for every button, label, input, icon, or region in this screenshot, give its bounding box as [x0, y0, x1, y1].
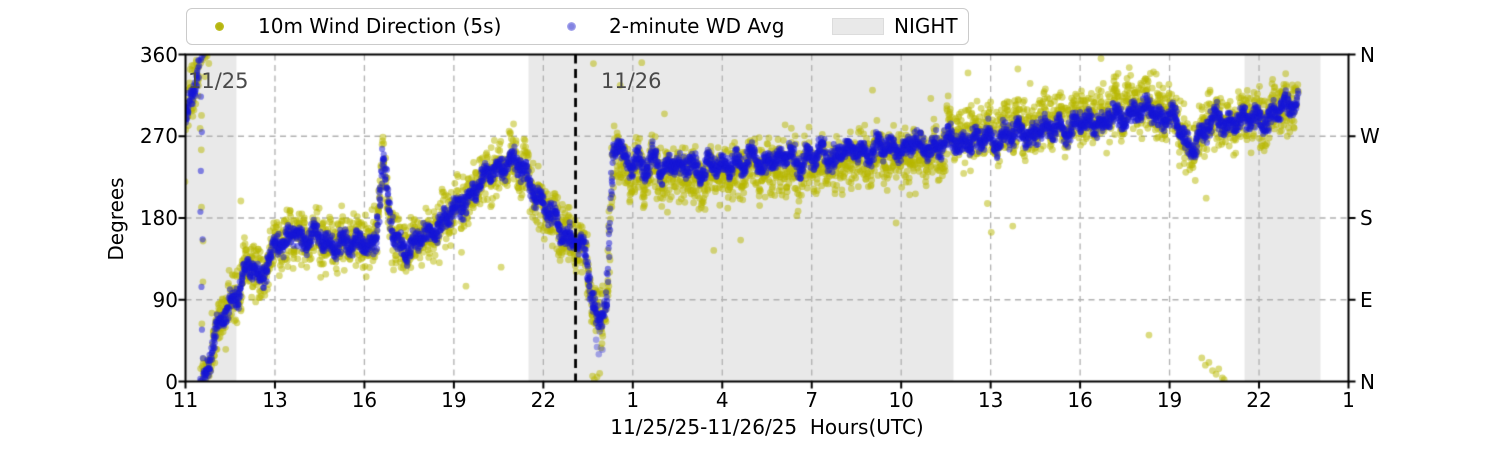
night-patch-swatch	[832, 18, 884, 35]
x-tick-label: 1	[1342, 388, 1355, 412]
x-tick-labels: 11 13 16 19 22 1 4 7 10 13 16 19 22 1	[0, 388, 1500, 414]
y-tick-labels: 0 90 180 270 360	[0, 0, 178, 450]
x-tick-label: 13	[262, 388, 288, 412]
y-tick-label: 180	[139, 206, 178, 230]
y-tick-label: 90	[152, 287, 178, 312]
compass-label: N	[1360, 42, 1375, 67]
annotation-date-11-25: 11/25	[188, 69, 249, 93]
x-axis-label: 11/25/25-11/26/25 Hours(UTC)	[610, 415, 924, 439]
legend: 10m Wind Direction (5s) 2-minute WD Avg …	[186, 8, 969, 45]
x-tick-label: 19	[441, 388, 467, 412]
compass-labels: N E S W N	[1360, 0, 1420, 450]
raw-series-marker-icon	[215, 22, 224, 31]
x-tick-label: 19	[1156, 388, 1183, 412]
annotation-date-11-26: 11/26	[601, 69, 662, 93]
x-tick-label: 16	[1067, 388, 1093, 412]
compass-label: W	[1360, 124, 1380, 149]
x-tick-label: 7	[805, 388, 819, 412]
x-tick-label: 13	[977, 388, 1004, 412]
x-tick-label: 22	[530, 388, 557, 412]
legend-label-raw: 10m Wind Direction (5s)	[258, 14, 502, 38]
x-tick-label: 1	[626, 388, 640, 412]
y-tick-label: 0	[165, 369, 178, 394]
x-tick-label: 16	[351, 388, 378, 412]
legend-label-night: NIGHT	[894, 14, 958, 38]
y-tick-label: 270	[139, 124, 178, 149]
compass-label: E	[1360, 287, 1373, 312]
y-tick-label: 360	[139, 42, 178, 67]
x-tick-label: 11	[172, 388, 199, 412]
avg-series-marker-icon	[567, 22, 576, 31]
x-tick-label: 22	[1246, 388, 1272, 412]
legend-label-avg: 2-minute WD Avg	[609, 14, 785, 38]
x-tick-label: 10	[888, 388, 914, 412]
x-tick-label: 4	[715, 388, 729, 412]
compass-label: S	[1360, 206, 1373, 230]
compass-label: N	[1360, 369, 1375, 394]
